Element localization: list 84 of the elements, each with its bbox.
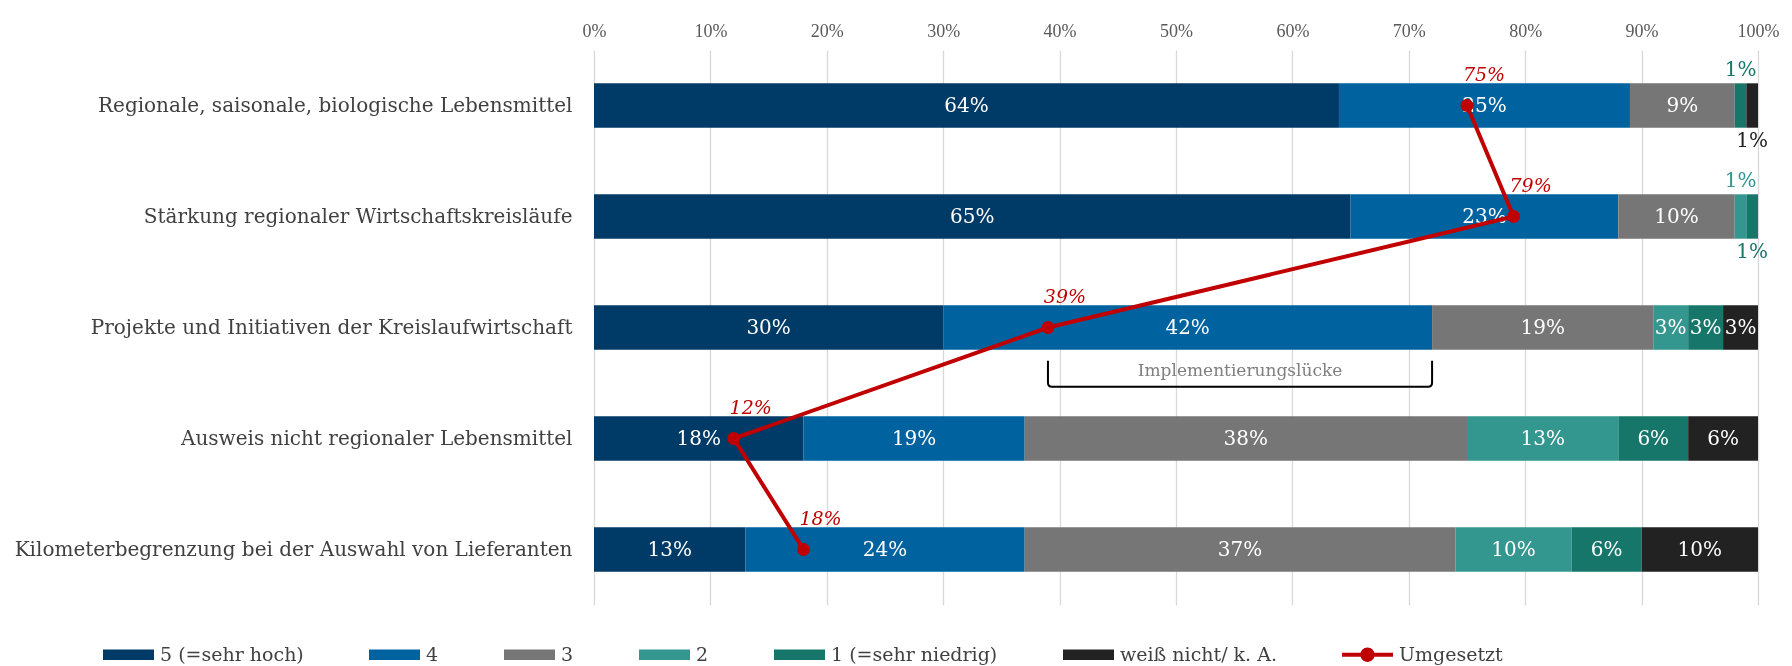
legend-label: 4 <box>426 642 439 665</box>
bar <box>1338 83 1630 128</box>
data-label: 37% <box>1217 536 1263 561</box>
bar <box>1618 194 1735 239</box>
bar <box>1734 194 1747 239</box>
x-tick-label: 90% <box>1625 20 1659 41</box>
data-label: 30% <box>746 314 791 339</box>
bar <box>745 527 1025 572</box>
bar <box>1571 527 1642 572</box>
data-label: 75% <box>1462 62 1506 85</box>
annotation: Implementierungslücke <box>1137 359 1343 380</box>
data-label: 65% <box>950 203 995 228</box>
bar <box>1455 527 1572 572</box>
x-tick-label: 100% <box>1737 20 1780 41</box>
bar <box>594 527 746 572</box>
data-label: 9% <box>1666 92 1699 117</box>
bar <box>1432 305 1654 350</box>
bar <box>1734 83 1747 128</box>
data-label: 10% <box>1491 536 1536 561</box>
bar <box>803 416 1025 461</box>
data-label: 18% <box>799 506 842 529</box>
x-tick-label: 20% <box>810 20 844 41</box>
x-tick-label: 0% <box>582 20 607 41</box>
bar <box>594 305 944 350</box>
data-label: 13% <box>647 536 692 561</box>
legend-label: weiß nicht/ k. A. <box>1120 642 1277 665</box>
data-label: 64% <box>944 92 989 117</box>
data-label: 18% <box>676 425 721 450</box>
bar <box>1350 194 1619 239</box>
y-tick-label: Kilometerbegrenzung bei der Auswahl von Lieferanten <box>14 536 573 561</box>
legend-label: 5 (=sehr hoch) <box>160 642 304 665</box>
data-label: 42% <box>1165 314 1210 339</box>
y-tick-label: Stärkung regionaler Wirtschaftskreisläufe <box>143 203 573 228</box>
point <box>1507 209 1521 224</box>
data-label: 12% <box>729 395 772 418</box>
data-label: 24% <box>862 536 908 561</box>
data-label: 1% <box>1736 238 1769 263</box>
bar <box>1746 194 1758 239</box>
data-label: 6% <box>1637 425 1670 450</box>
bar <box>1688 416 1758 461</box>
data-label: 10% <box>1654 203 1699 228</box>
data-label: 38% <box>1223 425 1269 450</box>
data-label: 1% <box>1724 168 1757 193</box>
bar <box>1024 416 1467 461</box>
legend-label: 3 <box>561 642 574 665</box>
data-label: 19% <box>1520 314 1565 339</box>
bar <box>594 416 804 461</box>
point <box>797 542 811 557</box>
data-label: 19% <box>891 425 937 450</box>
bar <box>594 194 1351 239</box>
bar <box>1746 83 1758 128</box>
data-label: 3% <box>1689 314 1722 339</box>
x-tick-label: 60% <box>1276 20 1310 41</box>
bar <box>594 83 1339 128</box>
x-tick-label: 10% <box>694 20 728 41</box>
legend-label: 1 (=sehr niedrig) <box>831 642 998 665</box>
data-label: 39% <box>1043 284 1087 307</box>
y-tick-label: Projekte und Initiativen der Kreislaufwirtschaft <box>90 314 573 339</box>
x-tick-label: 50% <box>1160 20 1193 41</box>
x-tick-label: 30% <box>927 20 961 41</box>
point <box>727 431 741 446</box>
data-label: 6% <box>1707 425 1739 450</box>
bar <box>943 305 1433 350</box>
data-label: 79% <box>1509 173 1552 196</box>
x-tick-label: 40% <box>1043 20 1077 41</box>
data-label: 6% <box>1590 536 1623 561</box>
point <box>1041 320 1055 335</box>
x-tick-label: 70% <box>1392 20 1426 41</box>
bar <box>1024 527 1456 572</box>
data-label: 13% <box>1520 425 1565 450</box>
data-label: 1% <box>1724 57 1757 82</box>
x-tick-label: 80% <box>1509 20 1543 41</box>
y-tick-label: Regionale, saisonale, biologische Lebensmittel <box>97 92 573 117</box>
data-label: 1% <box>1736 127 1769 152</box>
data-label: 3% <box>1724 314 1757 339</box>
y-tick-label: Ausweis nicht regionaler Lebensmittel <box>180 425 573 450</box>
bar <box>1618 416 1689 461</box>
bar <box>1467 416 1619 461</box>
legend-label: Umgesetzt <box>1399 642 1504 665</box>
data-label: 10% <box>1677 536 1723 561</box>
data-label: 3% <box>1654 314 1687 339</box>
bar <box>1641 527 1758 572</box>
legend-label: 2 <box>696 642 709 665</box>
bar <box>1629 83 1735 128</box>
